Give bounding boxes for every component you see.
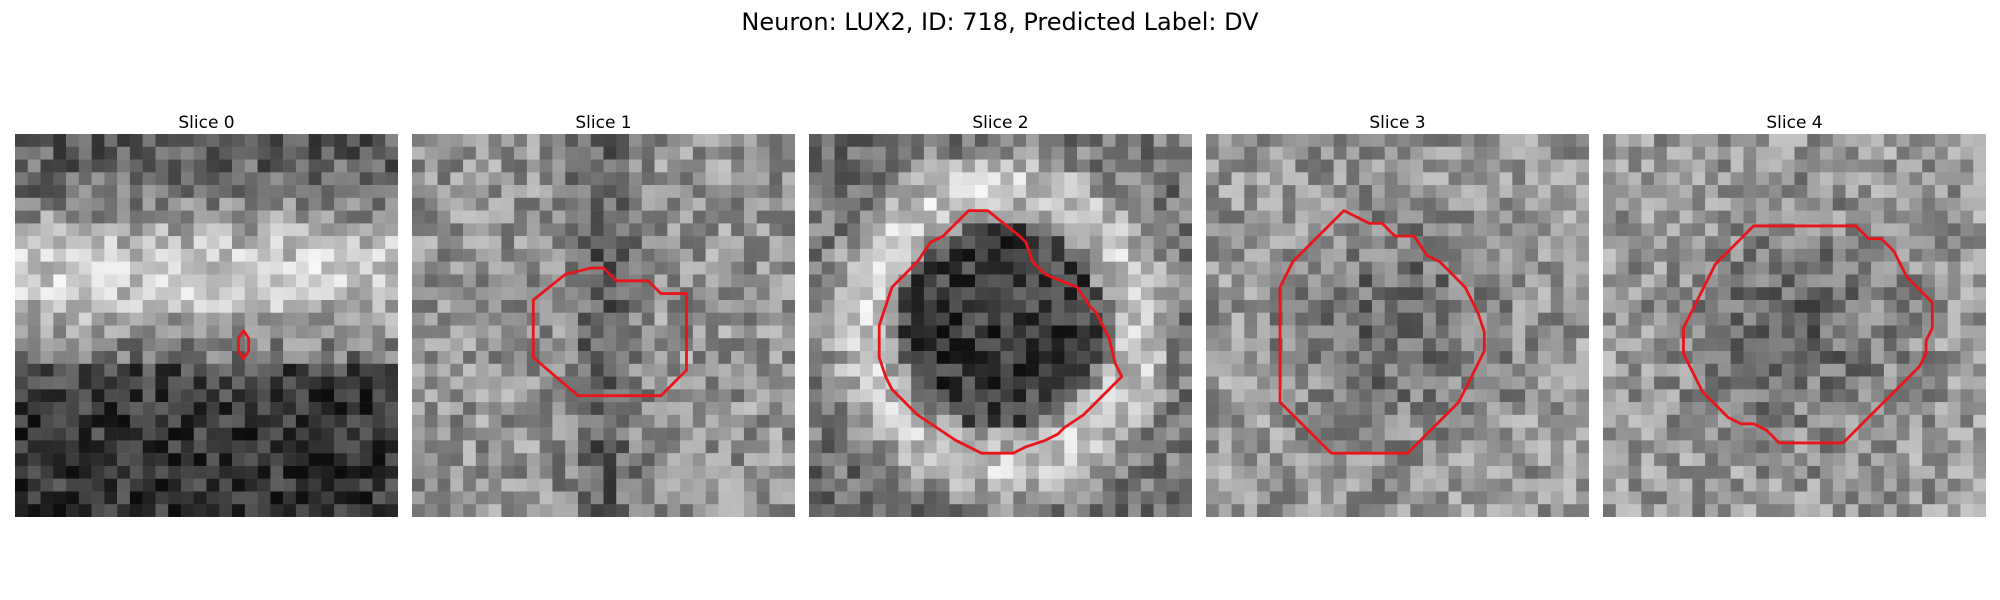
slice-svg-0 — [15, 134, 398, 517]
roi-contour — [877, 209, 1124, 455]
pixel-grid — [412, 134, 795, 517]
slice-svg-4 — [1603, 134, 1986, 517]
slice-panel-3: Slice 3 — [1206, 113, 1589, 517]
slice-panel-0: Slice 0 — [15, 113, 398, 517]
pixel-grid — [1603, 134, 1986, 517]
slice-image-4 — [1603, 134, 1986, 517]
slice-image-1 — [412, 134, 795, 517]
slice-panel-4: Slice 4 — [1603, 113, 1986, 517]
roi-contour — [531, 266, 688, 398]
slice-panel-2: Slice 2 — [809, 113, 1192, 517]
pixel-grid — [15, 134, 398, 517]
slice-title-2: Slice 2 — [972, 113, 1029, 133]
slice-title-3: Slice 3 — [1369, 113, 1426, 133]
slice-panel-1: Slice 1 — [412, 113, 795, 517]
slice-svg-3 — [1206, 134, 1589, 517]
slice-image-2 — [809, 134, 1192, 517]
slice-svg-1 — [412, 134, 795, 517]
roi-contour — [237, 329, 251, 361]
roi-contour — [1682, 224, 1934, 445]
slice-image-3 — [1206, 134, 1589, 517]
pixel-grid — [809, 134, 1192, 517]
slice-title-0: Slice 0 — [178, 113, 235, 133]
pixel-grid — [1206, 134, 1589, 517]
slice-svg-2 — [809, 134, 1192, 517]
roi-contour — [1278, 209, 1486, 455]
slice-image-0 — [15, 134, 398, 517]
figure-title: Neuron: LUX2, ID: 718, Predicted Label: … — [741, 8, 1259, 36]
slice-title-1: Slice 1 — [575, 113, 632, 133]
slice-title-4: Slice 4 — [1766, 113, 1823, 133]
